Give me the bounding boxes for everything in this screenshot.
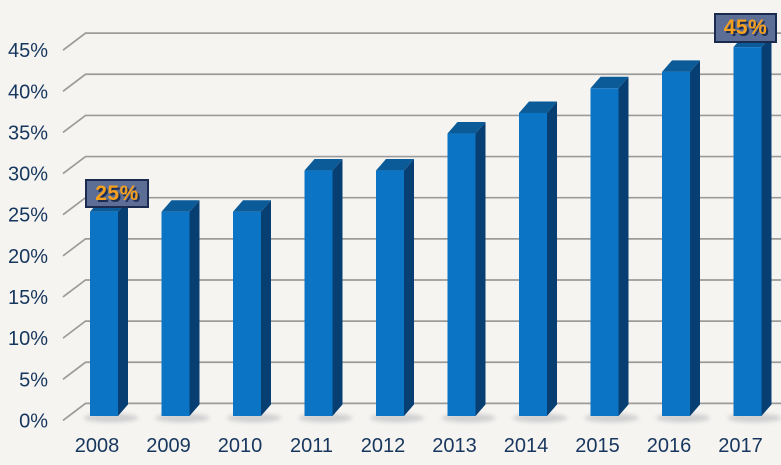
x-axis-label-2010: 2010 bbox=[218, 435, 263, 457]
gridline-40% bbox=[62, 73, 781, 92]
bar-2013-side-face bbox=[475, 122, 486, 416]
data-label-2008-text: 25% bbox=[95, 181, 139, 205]
x-axis-label-2012: 2012 bbox=[361, 435, 406, 457]
bar-2009-top-face bbox=[161, 200, 200, 212]
bar-2015-front-face bbox=[590, 88, 619, 416]
bar-2013-top-face bbox=[447, 122, 486, 134]
data-label-2017-text: 45% bbox=[723, 16, 768, 39]
bar-2010-front-face bbox=[233, 211, 261, 416]
bar-2016-side-face bbox=[690, 60, 700, 416]
y-axis-label-20%: 20% bbox=[8, 246, 48, 268]
bar-2010 bbox=[227, 200, 281, 423]
y-axis-label-10%: 10% bbox=[8, 328, 48, 350]
y-axis-label-45%: 45% bbox=[8, 40, 48, 62]
x-axis-label-2013: 2013 bbox=[432, 435, 477, 457]
bar-2015 bbox=[584, 76, 639, 423]
bar-2009-front-face bbox=[161, 211, 190, 416]
bar-2008-side-face bbox=[118, 200, 128, 416]
bar-2017-front-face bbox=[733, 47, 762, 416]
bar-2012-top-face bbox=[376, 159, 414, 171]
bar-2013 bbox=[441, 122, 496, 423]
gridline-45% bbox=[62, 32, 781, 51]
data-label-2008: 25% bbox=[85, 179, 149, 208]
bar-2011-top-face bbox=[304, 159, 343, 171]
y-axis-label-40%: 40% bbox=[8, 81, 48, 103]
bar-2016 bbox=[656, 60, 710, 423]
bar-2013-front-face bbox=[447, 133, 476, 416]
x-axis-label-2016: 2016 bbox=[647, 435, 692, 457]
data-label-2017: 45% bbox=[714, 13, 777, 43]
bar-2009-side-face bbox=[189, 200, 200, 416]
x-axis-label-2015: 2015 bbox=[575, 435, 620, 457]
y-axis-label-25%: 25% bbox=[8, 205, 48, 227]
bar-2014 bbox=[513, 101, 567, 423]
x-axis-label-2014: 2014 bbox=[504, 435, 549, 457]
bar-2011-side-face bbox=[332, 159, 343, 416]
y-axis-label-0%: 0% bbox=[19, 410, 48, 432]
bar-2010-side-face bbox=[261, 200, 271, 416]
bar-2012-side-face bbox=[404, 159, 414, 416]
bar-2014-side-face bbox=[547, 101, 557, 417]
y-axis-label-30%: 30% bbox=[8, 164, 48, 186]
bar-2010-top-face bbox=[233, 200, 271, 212]
x-axis-label-2011: 2011 bbox=[290, 435, 333, 457]
bar-2017 bbox=[727, 35, 781, 423]
bar-2008-front-face bbox=[90, 211, 118, 416]
y-axis-label-5%: 5% bbox=[19, 369, 48, 391]
x-axis-label-2017: 2017 bbox=[718, 435, 763, 457]
bar-2014-front-face bbox=[519, 112, 547, 417]
bar-2014-top-face bbox=[519, 101, 557, 113]
bar-2008 bbox=[84, 200, 138, 423]
bar-2011-front-face bbox=[304, 170, 333, 416]
bar-2016-top-face bbox=[662, 60, 700, 72]
x-axis-label-2009: 2009 bbox=[146, 435, 191, 457]
y-axis-label-15%: 15% bbox=[8, 287, 48, 309]
bar-2017-side-face bbox=[761, 35, 772, 416]
bar-2012-front-face bbox=[376, 170, 404, 416]
bar-2012 bbox=[370, 159, 424, 423]
y-axis-label-35%: 35% bbox=[8, 122, 48, 144]
x-axis-label-2008: 2008 bbox=[75, 435, 120, 457]
bar-2015-top-face bbox=[590, 76, 629, 89]
bar-2015-side-face bbox=[618, 76, 629, 416]
bar-2009 bbox=[155, 200, 210, 423]
bar-2011 bbox=[298, 159, 353, 423]
bar-2016-front-face bbox=[662, 71, 690, 416]
